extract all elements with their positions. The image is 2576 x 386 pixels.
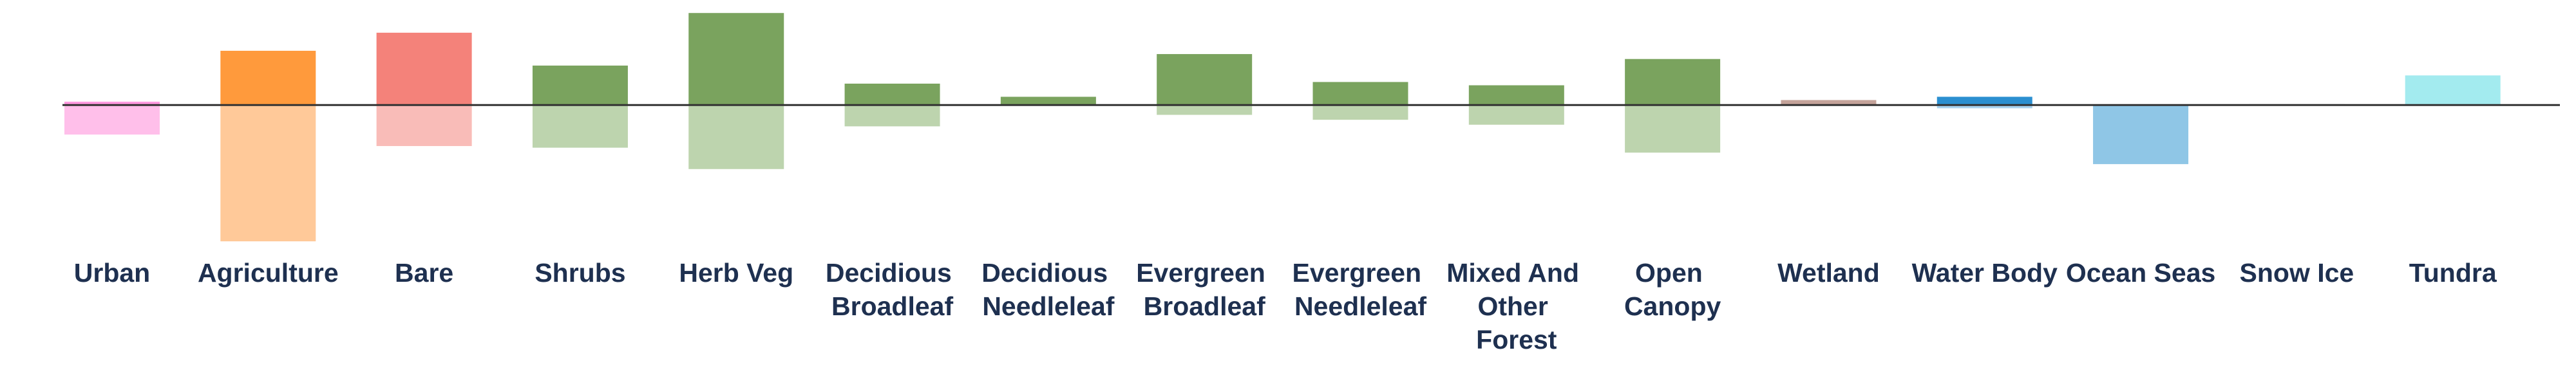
label-line: Evergreen xyxy=(1136,258,1273,288)
label-line: Other xyxy=(1477,291,1555,321)
x-tick-label: Evergreen Needleleaf xyxy=(1293,258,1429,321)
bar xyxy=(376,32,472,106)
label-line: Bare xyxy=(395,258,453,288)
label-line: Agriculture xyxy=(198,258,339,288)
bar xyxy=(1468,85,1564,106)
label-line: Forest xyxy=(1476,325,1557,354)
bar xyxy=(1312,82,1408,106)
bar xyxy=(1157,105,1253,115)
bar xyxy=(376,105,472,147)
bar xyxy=(1625,59,1721,106)
x-tick-label: Tundra xyxy=(2409,258,2497,288)
label-line: Needleleaf xyxy=(982,291,1114,321)
label-line: Evergreen xyxy=(1293,258,1429,288)
x-tick-label: Bare xyxy=(395,258,453,288)
x-tick-label: Decidious Broadleaf xyxy=(826,258,959,321)
bar xyxy=(64,105,160,135)
x-tick-label: Urban xyxy=(74,258,150,288)
label-line: Wetland xyxy=(1777,258,1880,288)
label-line: Ocean Seas xyxy=(2066,258,2216,288)
label-line: Shrubs xyxy=(535,258,625,288)
x-tick-label: Evergreen Broadleaf xyxy=(1136,258,1273,321)
label-line: Broadleaf xyxy=(831,291,953,321)
bar xyxy=(688,13,784,106)
bar xyxy=(64,102,160,106)
bar xyxy=(1000,96,1096,106)
bar xyxy=(1937,96,2032,106)
bar xyxy=(688,105,784,169)
x-tick-label: Agriculture xyxy=(198,258,339,288)
label-line: Decidious xyxy=(981,258,1115,288)
bar xyxy=(844,84,940,106)
bar xyxy=(1937,105,2032,109)
x-tick-label: Mixed And Other Forest xyxy=(1446,258,1586,354)
label-line: Broadleaf xyxy=(1144,291,1265,321)
bar xyxy=(1781,100,1877,106)
label-line: Decidious xyxy=(826,258,959,288)
bar xyxy=(532,65,628,106)
label-line: Mixed And xyxy=(1446,258,1586,288)
bar xyxy=(2405,75,2501,106)
label-line: Needleleaf xyxy=(1294,291,1426,321)
bar xyxy=(1625,105,1721,153)
x-tick-label: Shrubs xyxy=(535,258,625,288)
x-tick-label: Wetland xyxy=(1777,258,1880,288)
bar xyxy=(532,105,628,148)
label-line: Water Body xyxy=(1912,258,2058,288)
x-tick-label: Water Body xyxy=(1912,258,2058,288)
label-line: Canopy xyxy=(1624,291,1721,321)
bar xyxy=(1468,105,1564,125)
bar xyxy=(2093,105,2189,165)
label-line: Tundra xyxy=(2409,258,2497,288)
x-tick-label: Herb Veg xyxy=(679,258,793,288)
label-line: Snow Ice xyxy=(2240,258,2354,288)
x-tick-label: Open Canopy xyxy=(1624,258,1721,321)
x-tick-label: Ocean Seas xyxy=(2066,258,2216,288)
x-tick-label: Snow Ice xyxy=(2240,258,2354,288)
label-line: Urban xyxy=(74,258,150,288)
label-line: Open xyxy=(1635,258,1710,288)
bar xyxy=(1312,105,1408,120)
x-tick-label: Decidious Needleleaf xyxy=(981,258,1115,321)
bar xyxy=(220,50,316,106)
bar xyxy=(220,105,316,242)
bar xyxy=(844,105,940,127)
bar xyxy=(1157,54,1253,106)
label-line: Herb Veg xyxy=(679,258,793,288)
